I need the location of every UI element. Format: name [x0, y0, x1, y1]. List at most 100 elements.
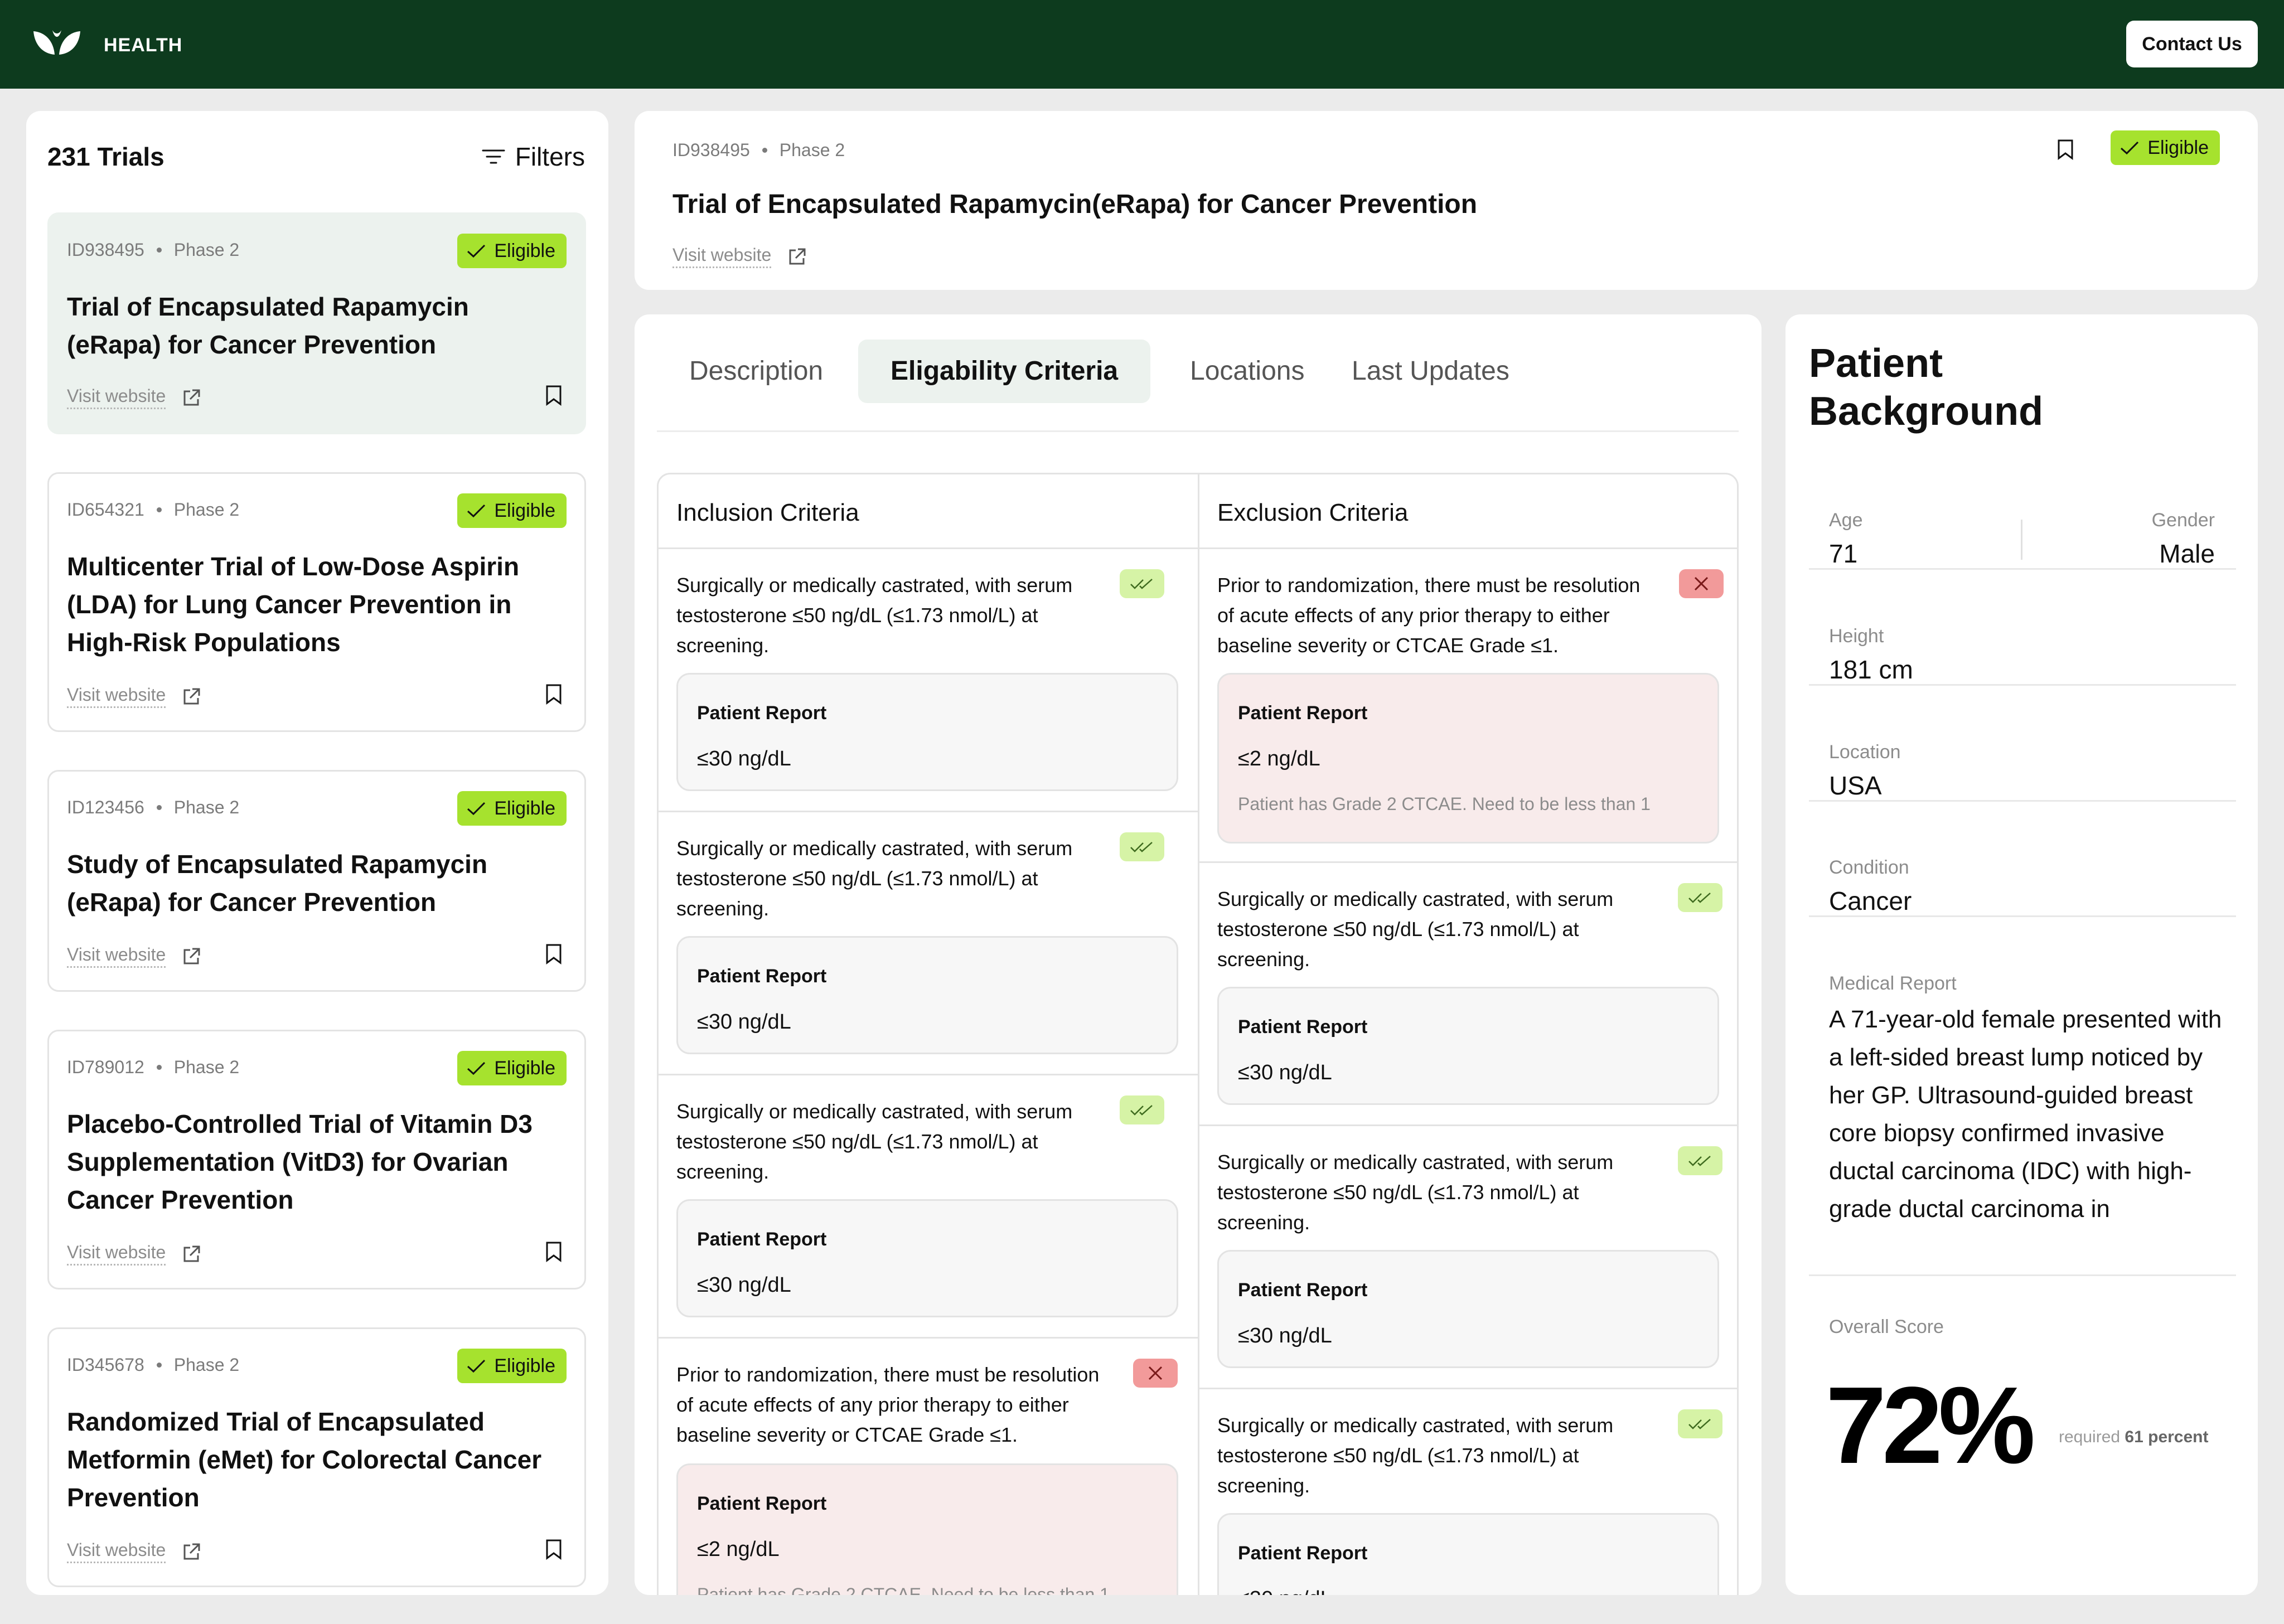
external-link-icon[interactable] — [182, 687, 201, 706]
trial-id: ID789012 — [67, 1057, 144, 1077]
criterion-text: Prior to randomization, there must be re… — [676, 1363, 1100, 1446]
visit-website-label[interactable]: Visit website — [67, 1242, 166, 1266]
close-icon — [1148, 1366, 1163, 1380]
visit-website-link[interactable]: Visit website — [67, 1242, 201, 1266]
eligible-badge: Eligible — [457, 493, 567, 528]
external-link-icon[interactable] — [182, 1244, 201, 1263]
patient-report-value: ≤2 ng/dL — [697, 1538, 780, 1561]
eligible-label: Eligible — [494, 1057, 555, 1079]
detail-meta: ID938495 Phase 2 — [672, 140, 845, 161]
patient-report-card: Patient Report ≤2 ng/dL Patient has Grad… — [676, 1463, 1178, 1595]
separator-dot — [762, 148, 767, 153]
eligible-label: Eligible — [494, 240, 555, 261]
bookmark-icon[interactable] — [545, 1241, 562, 1262]
exclusion-column: Exclusion Criteria Prior to randomizatio… — [1199, 474, 1737, 1595]
patient-report-title: Patient Report — [1238, 1016, 1368, 1038]
visit-website-label[interactable]: Visit website — [67, 685, 166, 708]
criterion-row: Prior to randomization, there must be re… — [659, 1339, 1198, 1595]
external-link-icon[interactable] — [182, 388, 201, 407]
criterion-row: Surgically or medically castrated, with … — [659, 549, 1198, 812]
visit-website-label[interactable]: Visit website — [672, 245, 772, 268]
trial-title[interactable]: Randomized Trial of Encapsulated Metform… — [67, 1407, 542, 1512]
external-link-icon[interactable] — [182, 1542, 201, 1561]
trial-title[interactable]: Placebo-Controlled Trial of Vitamin D3 S… — [67, 1109, 533, 1214]
external-link-icon[interactable] — [788, 247, 807, 266]
trial-meta: ID123456 Phase 2 — [67, 797, 239, 818]
trial-title[interactable]: Multicenter Trial of Low-Dose Aspirin (L… — [67, 552, 520, 657]
bookmark-icon[interactable] — [545, 1539, 562, 1560]
check-icon — [467, 802, 486, 816]
trial-title[interactable]: Study of Encapsulated Rapamycin (eRapa) … — [67, 850, 488, 917]
visit-website-label[interactable]: Visit website — [67, 1540, 166, 1563]
contact-us-button[interactable]: Contact Us — [2126, 21, 2258, 67]
visit-website-link[interactable]: Visit website — [672, 245, 807, 268]
trial-id: ID938495 — [67, 240, 144, 260]
check-icon — [467, 1359, 486, 1373]
visit-website-label[interactable]: Visit website — [67, 386, 166, 409]
patient-report-value: ≤30 ng/dL — [697, 747, 791, 770]
overall-score-label: Overall Score — [1829, 1316, 1944, 1337]
visit-website-link[interactable]: Visit website — [67, 386, 201, 409]
tab-locations[interactable]: Locations — [1190, 356, 1305, 386]
age-value: 71 — [1829, 539, 1858, 568]
inclusion-header: Inclusion Criteria — [659, 474, 1198, 549]
tab-last-updates[interactable]: Last Updates — [1352, 356, 1509, 386]
criteria-table: Inclusion Criteria Surgically or medical… — [657, 473, 1739, 1595]
trial-meta: ID789012 Phase 2 — [67, 1057, 239, 1078]
tab-eligibility-criteria[interactable]: Eligability Criteria — [858, 340, 1151, 403]
met-badge — [1120, 569, 1164, 598]
leaf-logo-icon[interactable] — [29, 27, 85, 60]
filter-icon — [482, 149, 505, 164]
criterion-row: Surgically or medically castrated, with … — [1199, 1126, 1737, 1389]
filters-button[interactable]: Filters — [482, 142, 585, 172]
bookmark-icon[interactable] — [545, 683, 562, 705]
patient-report-value: ≤30 ng/dL — [1238, 1587, 1332, 1595]
visit-website-link[interactable]: Visit website — [67, 944, 201, 968]
not-met-badge — [1133, 1359, 1178, 1388]
brand-name[interactable]: HEALTH — [104, 35, 183, 56]
tab-description[interactable]: Description — [689, 356, 824, 386]
age-label: Age — [1829, 510, 1863, 531]
visit-website-label[interactable]: Visit website — [67, 944, 166, 968]
trial-card[interactable]: ID123456 Phase 2 Eligible Study of Encaps… — [47, 770, 586, 992]
external-link-icon[interactable] — [182, 947, 201, 966]
detail-title: Trial of Encapsulated Rapamycin(eRapa) f… — [672, 190, 1478, 219]
patient-report-card: Patient Report ≤30 ng/dL — [676, 1199, 1178, 1317]
trial-card[interactable]: ID789012 Phase 2 Eligible Placebo-Control… — [47, 1030, 586, 1289]
eligible-badge: Eligible — [457, 234, 567, 268]
bookmark-icon[interactable] — [545, 943, 562, 964]
height-field: Height 181 cm — [1809, 626, 2236, 686]
patient-report-card: Patient Report ≤30 ng/dL — [676, 936, 1178, 1054]
patient-report-title: Patient Report — [1238, 1279, 1368, 1301]
trial-phase: Phase 2 — [173, 500, 240, 520]
patient-report-value: ≤30 ng/dL — [1238, 1324, 1332, 1347]
exclusion-header: Exclusion Criteria — [1199, 474, 1737, 549]
trial-card[interactable]: ID938495 Phase 2 Eligible Trial of Encaps… — [47, 212, 586, 434]
trial-title[interactable]: Trial of Encapsulated Rapamycin (eRapa) … — [67, 292, 469, 359]
trials-count: 231 Trials — [47, 142, 164, 171]
double-check-icon — [1688, 1419, 1711, 1429]
criterion-text: Surgically or medically castrated, with … — [1217, 1151, 1614, 1234]
eligible-label: Eligible — [494, 1355, 555, 1376]
separator-dot — [156, 507, 162, 512]
patient-background-panel: Patient Background Age 71 Gender Male He… — [1785, 314, 2258, 1595]
eligible-label: Eligible — [494, 797, 555, 819]
field-divider — [2021, 520, 2022, 560]
check-icon — [467, 244, 486, 258]
trial-card[interactable]: ID654321 Phase 2 Eligible Multicenter Tri… — [47, 472, 586, 732]
visit-website-link[interactable]: Visit website — [67, 685, 201, 708]
condition-label: Condition — [1829, 857, 1909, 878]
trial-id: ID654321 — [67, 500, 144, 520]
patient-report-note: Patient has Grade 2 CTCAE. Need to be le… — [1238, 794, 1651, 814]
trial-card[interactable]: ID345678 Phase 2 Eligible Randomized Tria… — [47, 1327, 586, 1587]
double-check-icon — [1130, 1105, 1153, 1116]
visit-website-link[interactable]: Visit website — [67, 1540, 201, 1563]
eligible-badge: Eligible — [457, 1349, 567, 1383]
bookmark-icon[interactable] — [2057, 139, 2074, 160]
filters-label: Filters — [515, 142, 585, 171]
age-gender-field: Age 71 Gender Male — [1809, 510, 2236, 570]
criterion-row: Surgically or medically castrated, with … — [1199, 1389, 1737, 1595]
double-check-icon — [1688, 893, 1711, 903]
patient-report-title: Patient Report — [697, 702, 827, 724]
bookmark-icon[interactable] — [545, 385, 562, 406]
